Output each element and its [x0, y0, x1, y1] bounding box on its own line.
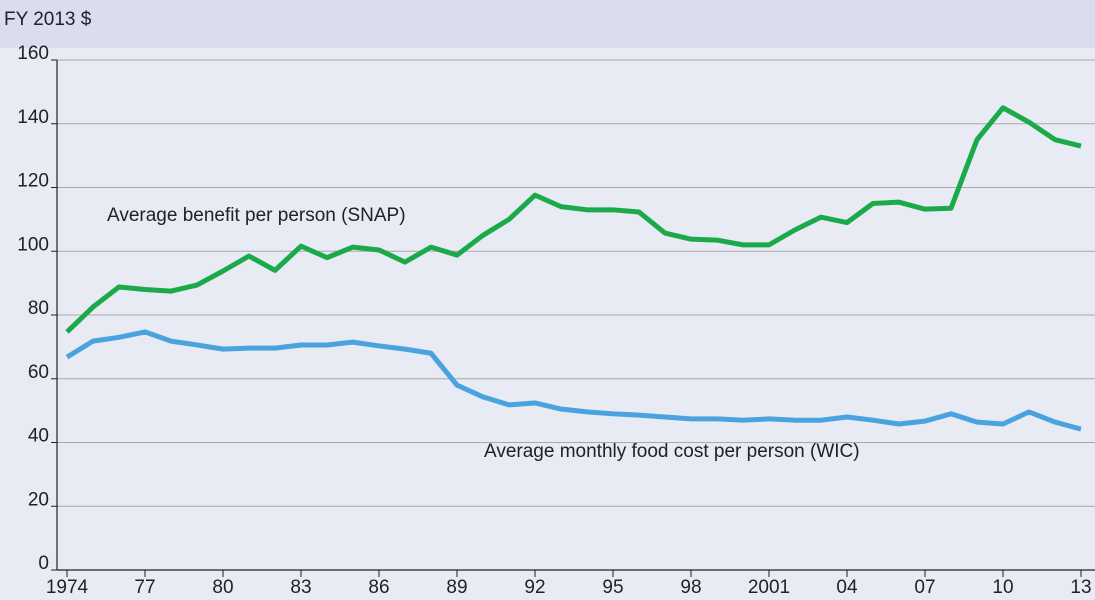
x-tick-label: 98	[680, 577, 701, 598]
header-band	[0, 0, 1095, 48]
x-tick-label: 80	[212, 577, 233, 598]
y-axis-label: FY 2013 $	[4, 9, 92, 30]
y-tick-label: 160	[17, 43, 49, 64]
x-tick-label: 92	[524, 577, 545, 598]
x-tick-label: 77	[134, 577, 155, 598]
x-tick-label: 07	[914, 577, 935, 598]
y-tick-label: 80	[28, 298, 49, 319]
x-tick-label: 86	[368, 577, 389, 598]
y-tick-label: 60	[28, 362, 49, 383]
x-tick-label: 89	[446, 577, 467, 598]
series-label: Average monthly food cost per person (WI…	[484, 441, 860, 462]
y-tick-label: 0	[38, 553, 49, 574]
y-tick-label: 140	[17, 107, 49, 128]
x-tick-label: 95	[602, 577, 623, 598]
x-tick-label: 1974	[46, 577, 89, 598]
y-tick-label: 100	[17, 234, 49, 255]
x-tick-label: 13	[1070, 577, 1091, 598]
line-series	[65, 329, 1082, 432]
x-tick-label: 10	[992, 577, 1013, 598]
series-label: Average benefit per person (SNAP)	[107, 205, 406, 226]
x-tick-label: 04	[836, 577, 858, 598]
y-tick-label: 120	[17, 171, 49, 192]
y-tick-label: 40	[28, 426, 49, 447]
line-series	[65, 105, 1082, 334]
y-tick-label: 20	[28, 489, 49, 510]
x-tick-label: 83	[290, 577, 311, 598]
x-tick-label: 2001	[748, 577, 790, 598]
